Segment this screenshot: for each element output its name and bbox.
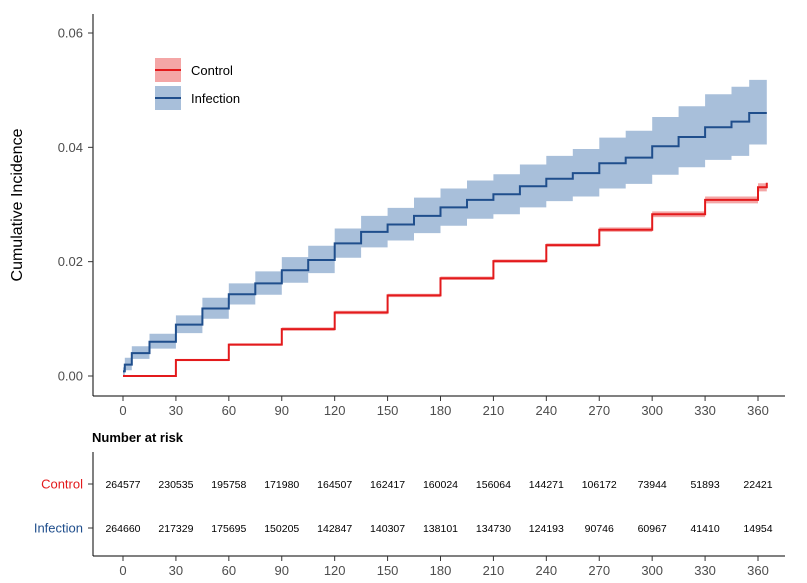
risk-x-tick-label: 240 <box>535 563 557 578</box>
plot-panel: 0.00 0.02 0.04 0.06 0 30 60 90 120 150 180 210 240 2… <box>9 14 785 418</box>
risk-value: 164507 <box>317 479 352 491</box>
risk-value: 134730 <box>476 523 511 535</box>
risk-table: Number at risk Control 264577 230535 195758… <box>34 430 785 578</box>
risk-value: 162417 <box>370 479 405 491</box>
risk-value: 175695 <box>211 523 246 535</box>
risk-value: 73944 <box>638 479 667 491</box>
risk-value: 22421 <box>743 479 772 491</box>
risk-x-tick-label: 120 <box>324 563 346 578</box>
y-tick-label: 0.00 <box>58 369 83 384</box>
risk-value: 150205 <box>264 523 299 535</box>
risk-value: 195758 <box>211 479 246 491</box>
x-tick-label: 330 <box>694 403 716 418</box>
confidence-bands <box>123 79 767 377</box>
x-tick-label: 240 <box>535 403 557 418</box>
y-axis-title: Cumulative Incidence <box>9 128 26 281</box>
risk-value: 264660 <box>105 523 140 535</box>
risk-x-tick-label: 90 <box>275 563 289 578</box>
risk-value: 217329 <box>158 523 193 535</box>
y-axis-ticks: 0.00 0.02 0.04 0.06 <box>58 26 93 384</box>
risk-x-tick-label: 300 <box>641 563 663 578</box>
x-tick-label: 270 <box>588 403 610 418</box>
risk-table-title: Number at risk <box>92 430 184 445</box>
legend-label-control: Control <box>191 63 233 78</box>
risk-value: 140307 <box>370 523 405 535</box>
risk-x-tick-label: 270 <box>588 563 610 578</box>
risk-value: 156064 <box>476 479 511 491</box>
x-tick-label: 180 <box>430 403 452 418</box>
risk-x-tick-label: 0 <box>119 563 126 578</box>
x-tick-label: 120 <box>324 403 346 418</box>
risk-x-tick-label: 150 <box>377 563 399 578</box>
x-tick-label: 150 <box>377 403 399 418</box>
risk-value: 230535 <box>158 479 193 491</box>
risk-x-tick-label: 30 <box>169 563 183 578</box>
legend: Control Infection <box>155 58 240 110</box>
x-tick-label: 0 <box>119 403 126 418</box>
risk-row-label-infection: Infection <box>34 521 83 536</box>
risk-x-tick-label: 360 <box>747 563 769 578</box>
curve-control <box>123 182 768 377</box>
ci-band-infection <box>123 79 767 377</box>
curve-infection <box>123 112 767 373</box>
risk-value: 106172 <box>582 479 617 491</box>
x-tick-label: 30 <box>169 403 183 418</box>
risk-x-tick-label: 180 <box>430 563 452 578</box>
risk-x-tick-label: 330 <box>694 563 716 578</box>
y-tick-label: 0.04 <box>58 140 83 155</box>
risk-value: 51893 <box>690 479 719 491</box>
risk-value: 144271 <box>529 479 564 491</box>
y-tick-label: 0.06 <box>58 26 83 41</box>
risk-value: 90746 <box>585 523 614 535</box>
ci-band-control <box>123 178 767 376</box>
risk-value: 60967 <box>638 523 667 535</box>
risk-table-x-ticks: 0 30 60 90 120 150 180 210 240 270 300 330 360 <box>119 556 769 578</box>
x-axis-ticks: 0 30 60 90 120 150 180 210 240 270 300 330 360 <box>119 396 769 418</box>
risk-row-label-control: Control <box>41 477 83 492</box>
legend-label-infection: Infection <box>191 91 240 106</box>
x-tick-label: 300 <box>641 403 663 418</box>
legend-item-infection: Infection <box>155 86 240 110</box>
incidence-curves <box>123 112 768 377</box>
risk-value: 264577 <box>105 479 140 491</box>
legend-item-control: Control <box>155 58 233 82</box>
risk-x-tick-label: 210 <box>483 563 505 578</box>
x-tick-label: 210 <box>483 403 505 418</box>
risk-x-tick-label: 60 <box>222 563 236 578</box>
risk-value: 138101 <box>423 523 458 535</box>
risk-value: 171980 <box>264 479 299 491</box>
risk-value: 160024 <box>423 479 458 491</box>
x-tick-label: 60 <box>222 403 236 418</box>
y-tick-label: 0.02 <box>58 254 83 269</box>
risk-value: 14954 <box>743 523 772 535</box>
risk-table-rows: Control 264577 230535 195758 171980 164507 162… <box>34 477 773 536</box>
risk-value: 124193 <box>529 523 564 535</box>
risk-value: 41410 <box>690 523 719 535</box>
x-tick-label: 360 <box>747 403 769 418</box>
x-tick-label: 90 <box>275 403 289 418</box>
risk-value: 142847 <box>317 523 352 535</box>
